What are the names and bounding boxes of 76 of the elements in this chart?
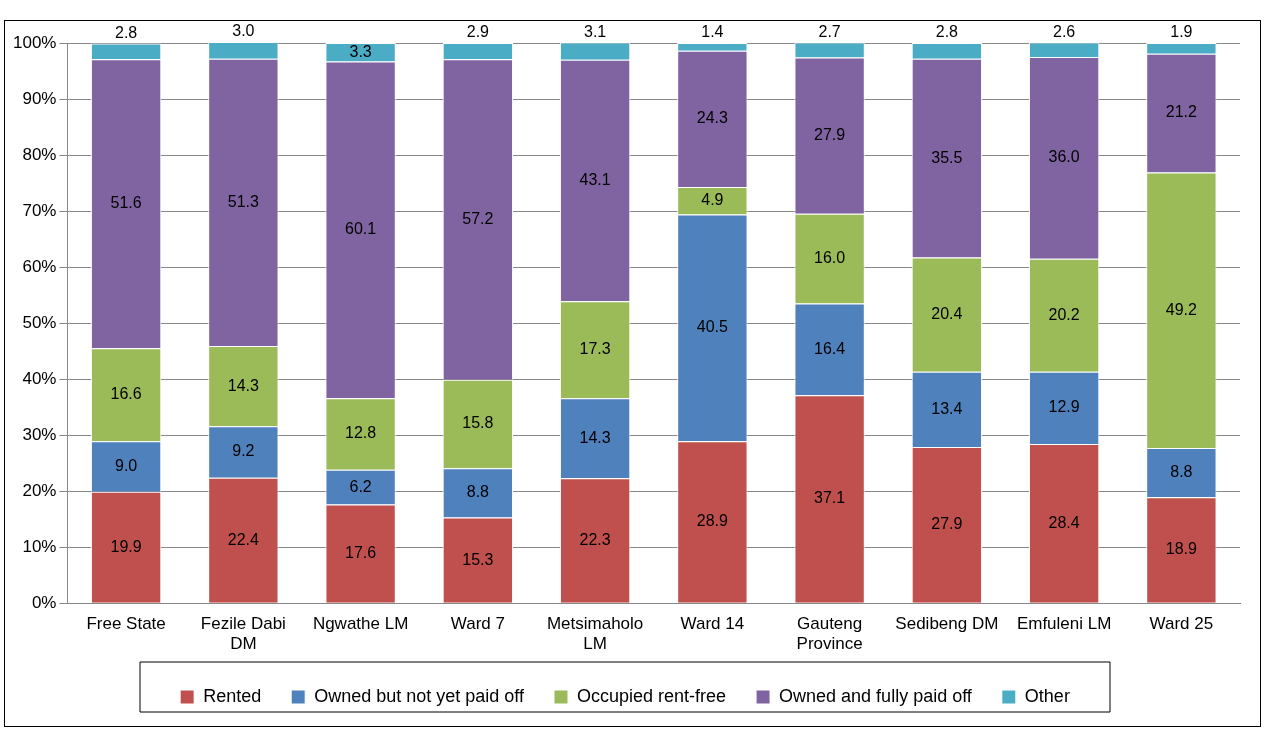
text: 16.6 xyxy=(110,385,142,403)
y-tick-label: 50% xyxy=(22,312,57,332)
text: 8.8 xyxy=(466,483,489,501)
legend-label: Other xyxy=(1024,685,1070,706)
text: 35.5 xyxy=(931,148,963,166)
y-tick-label: 80% xyxy=(22,144,57,164)
text: 15.8 xyxy=(462,414,494,432)
text: 17.3 xyxy=(579,340,611,358)
y-tick-label: 40% xyxy=(22,368,57,388)
text: 3.3 xyxy=(349,42,372,60)
x-tick-label: Ward 14 xyxy=(680,614,745,634)
x-tick-label: Ward 25 xyxy=(1149,614,1214,634)
text: 8.8 xyxy=(1170,463,1193,481)
text: 4.9 xyxy=(701,191,724,209)
text: 19.9 xyxy=(110,537,142,555)
text: 2.8 xyxy=(114,23,138,41)
x-tick-label: Fezile Dabi DM xyxy=(200,614,286,654)
y-tick-label: 100% xyxy=(13,32,57,52)
text: 15.3 xyxy=(462,550,494,568)
y-tick-label: 20% xyxy=(22,480,57,500)
y-tick-label: 10% xyxy=(22,536,57,556)
text: 27.9 xyxy=(814,126,846,144)
text: 51.6 xyxy=(110,194,142,212)
text: 12.9 xyxy=(1048,398,1080,416)
x-tick-label: Gauteng Province xyxy=(796,614,863,654)
text: 16.4 xyxy=(814,339,846,357)
y-tick-label: 60% xyxy=(22,256,57,276)
text: 13.4 xyxy=(931,399,963,417)
y-tick-label: 70% xyxy=(22,200,57,220)
text: 36.0 xyxy=(1048,148,1080,166)
text: 27.9 xyxy=(931,515,963,533)
x-tick-label: Ngwathe LM xyxy=(312,614,409,634)
text: 12.8 xyxy=(345,424,377,442)
legend-label: Owned but not yet paid off xyxy=(314,685,525,706)
text: 1.9 xyxy=(1170,23,1193,41)
text: 21.2 xyxy=(1165,103,1197,121)
text: 2.7 xyxy=(818,22,841,40)
text: 14.3 xyxy=(227,376,259,394)
legend-label: Occupied rent-free xyxy=(576,685,727,706)
text: 24.3 xyxy=(696,109,728,127)
text: 6.2 xyxy=(349,477,372,495)
y-tick-label: 30% xyxy=(22,424,57,444)
text: 49.2 xyxy=(1165,300,1197,318)
text: 17.6 xyxy=(345,544,377,562)
y-tick-label: 0% xyxy=(31,592,57,612)
x-tick-label: Emfuleni LM xyxy=(1016,614,1112,634)
text: 3.1 xyxy=(583,22,607,40)
x-tick-label: Free State xyxy=(86,614,166,634)
text: 28.4 xyxy=(1048,513,1080,531)
text: 57.2 xyxy=(462,209,494,227)
y-tick-label: 90% xyxy=(22,88,57,108)
text: 28.9 xyxy=(696,512,728,530)
text: 2.8 xyxy=(935,23,958,41)
text: 40.5 xyxy=(696,318,728,336)
text: 51.3 xyxy=(227,192,259,210)
x-tick-label: Metsimaholo LM xyxy=(546,614,644,654)
text: 14.3 xyxy=(579,428,611,446)
text: 9.2 xyxy=(232,442,255,460)
text: 9.0 xyxy=(114,456,138,474)
text: 2.6 xyxy=(1053,22,1076,40)
text: 1.4 xyxy=(701,23,724,41)
text: 20.4 xyxy=(931,305,963,323)
text: 22.4 xyxy=(227,530,259,548)
x-tick-label: Ward 7 xyxy=(450,614,505,634)
text: 22.3 xyxy=(579,530,611,548)
legend-label: Rented xyxy=(203,685,262,706)
text: 37.1 xyxy=(814,489,846,507)
text: 18.9 xyxy=(1165,540,1197,558)
text: 3.0 xyxy=(232,22,255,40)
text: 60.1 xyxy=(345,220,377,238)
x-tick-label: Sedibeng DM xyxy=(895,614,999,634)
text: 43.1 xyxy=(579,170,611,188)
text: 20.2 xyxy=(1048,305,1080,323)
legend-label: Owned and fully paid off xyxy=(779,685,973,706)
text: 2.9 xyxy=(466,23,489,41)
text: 16.0 xyxy=(814,249,846,267)
